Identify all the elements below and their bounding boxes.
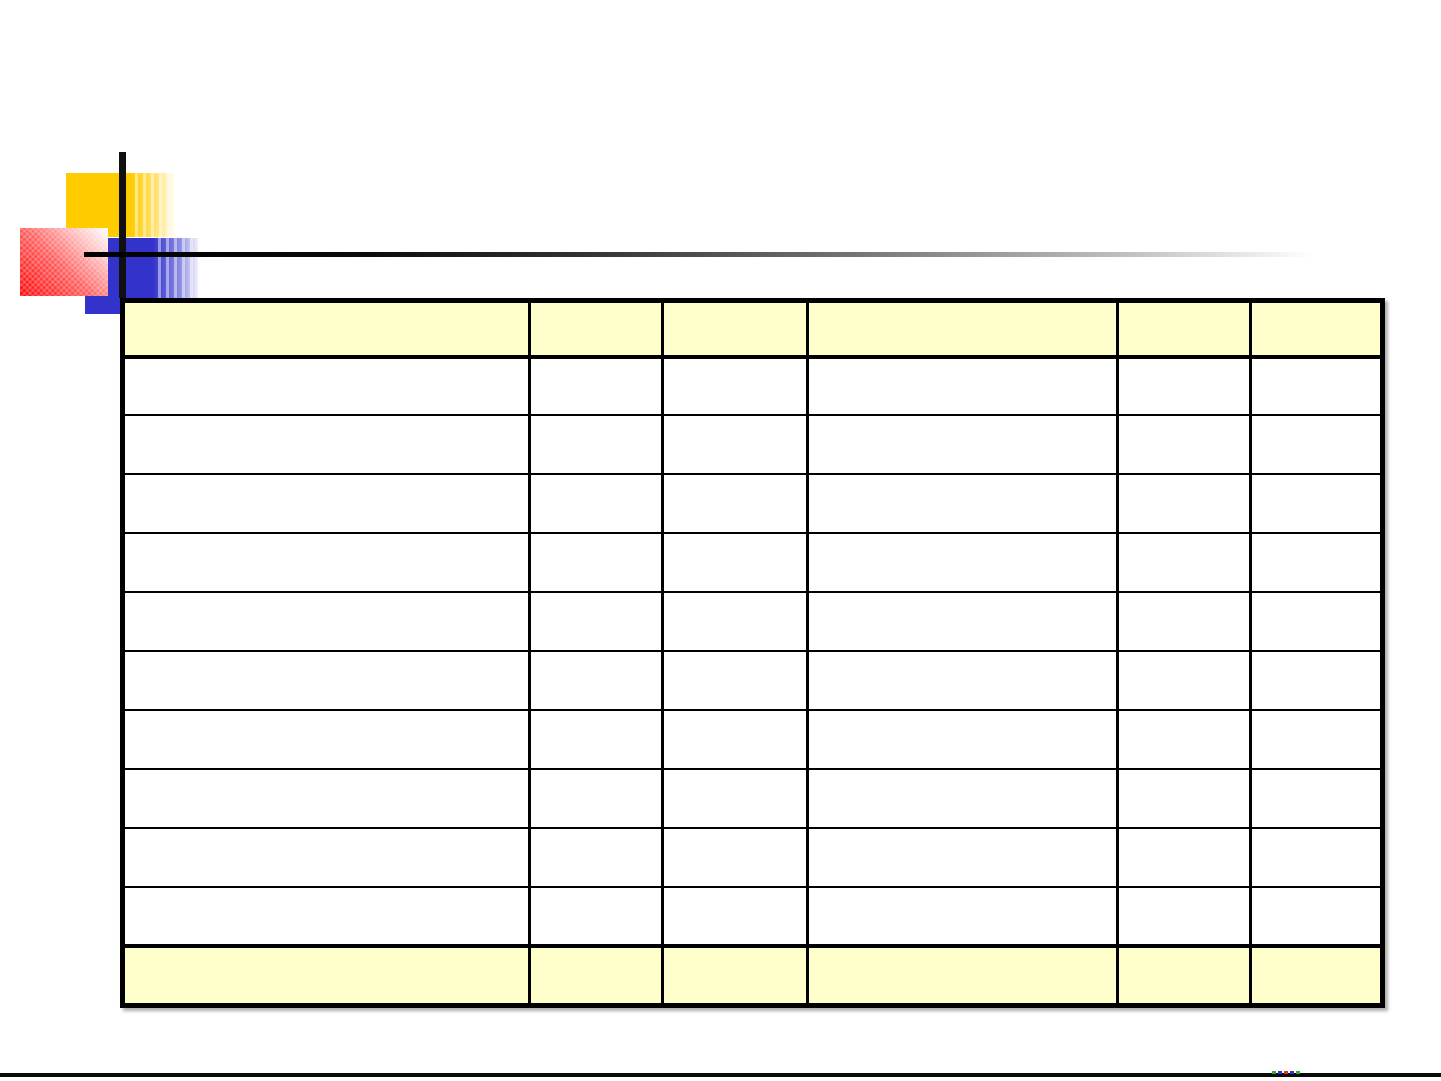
table-cell — [1249, 473, 1384, 535]
slide-table — [120, 298, 1385, 1008]
table-row — [121, 649, 1384, 711]
table-cell — [121, 767, 531, 829]
table-cell — [661, 532, 809, 594]
table-footer-cell — [121, 943, 531, 1007]
table-cell — [806, 767, 1119, 829]
table-header-cell — [661, 299, 809, 359]
table-cell — [1116, 767, 1252, 829]
table-cell — [121, 826, 531, 888]
table-header-cell — [528, 299, 664, 359]
table-cell — [1249, 591, 1384, 652]
table-cell — [661, 473, 809, 535]
table-cell — [121, 649, 531, 711]
bottom-mini-motif-dot — [1284, 1071, 1288, 1074]
table-cell — [1249, 885, 1384, 947]
table-row — [121, 826, 1384, 888]
table-cell — [1116, 826, 1252, 888]
table-cell — [121, 473, 531, 535]
table-footer — [121, 943, 1384, 1007]
table-cell — [1249, 414, 1384, 476]
table-cell — [1116, 591, 1252, 652]
table-cell — [528, 473, 664, 535]
table-cell — [661, 767, 809, 829]
table-cell — [1116, 649, 1252, 711]
table-cell — [806, 826, 1119, 888]
table-header — [121, 299, 1384, 359]
table-cell — [661, 649, 809, 711]
table-header-cell — [806, 299, 1119, 359]
bottom-mini-motif-dot — [1290, 1071, 1294, 1074]
table-footer-cell — [806, 943, 1119, 1007]
table-row — [121, 885, 1384, 947]
table-row — [121, 299, 1384, 359]
table-body — [121, 355, 1384, 947]
table-cell — [1116, 532, 1252, 594]
table-cell — [121, 355, 531, 417]
table-cell — [1249, 767, 1384, 829]
table-cell — [806, 708, 1119, 770]
bottom-mini-motif-dot — [1278, 1071, 1282, 1074]
table-cell — [528, 414, 664, 476]
bottom-rule-decoration — [0, 1073, 1441, 1077]
table-cell — [121, 532, 531, 594]
table-cell — [121, 414, 531, 476]
table-cell — [661, 708, 809, 770]
table-cell — [121, 591, 531, 652]
table-cell — [528, 649, 664, 711]
gold-square-fade-decoration — [130, 173, 178, 237]
table-cell — [806, 414, 1119, 476]
table-row — [121, 767, 1384, 829]
table-cell — [1116, 708, 1252, 770]
table-cell — [528, 708, 664, 770]
table-footer-cell — [528, 943, 664, 1007]
table-row — [121, 532, 1384, 594]
table-cell — [806, 473, 1119, 535]
vertical-rule-decoration — [119, 152, 126, 298]
table-cell — [806, 649, 1119, 711]
table-cell — [1249, 649, 1384, 711]
table-header-cell — [1116, 299, 1252, 359]
table-cell — [121, 708, 531, 770]
table-row — [121, 355, 1384, 417]
table-cell — [528, 767, 664, 829]
table-row — [121, 943, 1384, 1007]
bottom-mini-motif-dot — [1272, 1071, 1276, 1074]
table-row — [121, 473, 1384, 535]
table-row — [121, 414, 1384, 476]
table-cell — [661, 885, 809, 947]
red-square-decoration — [20, 228, 108, 296]
table-cell — [528, 885, 664, 947]
table-cell — [528, 532, 664, 594]
table-cell — [1116, 885, 1252, 947]
table-footer-cell — [661, 943, 809, 1007]
table-cell — [1249, 355, 1384, 417]
table-cell — [1249, 826, 1384, 888]
table-cell — [1116, 414, 1252, 476]
table-cell — [661, 414, 809, 476]
table-cell — [1116, 473, 1252, 535]
table-row — [121, 708, 1384, 770]
bottom-mini-motif-dot — [1296, 1071, 1300, 1074]
table-cell — [528, 355, 664, 417]
table-cell — [528, 591, 664, 652]
table-cell — [528, 826, 664, 888]
table-footer-cell — [1116, 943, 1252, 1007]
table-footer-cell — [1249, 943, 1384, 1007]
table-cell — [806, 885, 1119, 947]
table-cell — [661, 826, 809, 888]
table-cell — [806, 355, 1119, 417]
table-cell — [1249, 708, 1384, 770]
table-cell — [661, 355, 809, 417]
table-cell — [1116, 355, 1252, 417]
horizontal-rule-decoration — [84, 252, 1340, 257]
table-cell — [806, 532, 1119, 594]
table-row — [121, 591, 1384, 652]
table-cell — [121, 885, 531, 947]
table-cell — [661, 591, 809, 652]
table-header-cell — [1249, 299, 1384, 359]
table-cell — [806, 591, 1119, 652]
table-cell — [1249, 532, 1384, 594]
table-header-cell — [121, 299, 531, 359]
